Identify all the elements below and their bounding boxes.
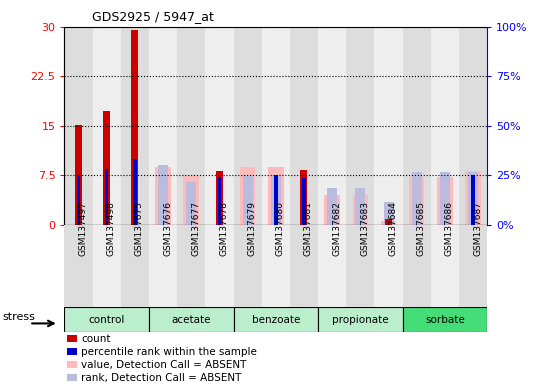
Bar (412, 172, 422, 225)
Bar (67, 374, 77, 381)
Bar (240, 167, 255, 225)
Text: GSM137686: GSM137686 (445, 201, 454, 256)
Text: GSM137682: GSM137682 (332, 201, 341, 256)
Bar (158, 166, 168, 225)
Bar (468, 172, 478, 225)
Bar (149, 27, 177, 225)
Text: benzoate: benzoate (251, 314, 300, 325)
Bar (318, 225, 346, 307)
Text: GDS2925 / 5947_at: GDS2925 / 5947_at (92, 10, 214, 23)
Text: GSM137681: GSM137681 (304, 201, 313, 256)
Bar (472, 175, 475, 225)
Bar (121, 27, 149, 225)
Bar (301, 170, 307, 225)
Bar (77, 175, 80, 225)
Text: sorbate: sorbate (425, 314, 465, 325)
Bar (177, 225, 206, 307)
Text: GSM137676: GSM137676 (163, 201, 172, 256)
Bar (64, 225, 92, 307)
Bar (184, 175, 199, 225)
Bar (121, 225, 149, 307)
Bar (177, 27, 206, 225)
Bar (346, 27, 375, 225)
Bar (353, 195, 368, 225)
Text: stress: stress (3, 312, 36, 322)
Bar (75, 125, 82, 225)
Bar (206, 27, 234, 225)
Bar (234, 225, 262, 307)
Bar (92, 27, 121, 225)
Text: GSM137498: GSM137498 (106, 201, 116, 256)
Text: GSM137497: GSM137497 (78, 201, 87, 256)
Bar (105, 169, 109, 225)
Bar (133, 159, 137, 225)
Bar (346, 225, 375, 307)
Bar (375, 27, 403, 225)
Bar (234, 307, 318, 332)
Bar (327, 189, 337, 225)
Bar (290, 225, 318, 307)
Bar (271, 175, 281, 225)
Bar (64, 307, 149, 332)
Text: propionate: propionate (332, 314, 389, 325)
Text: GSM137685: GSM137685 (417, 201, 426, 256)
Text: percentile rank within the sample: percentile rank within the sample (81, 347, 257, 357)
Bar (318, 27, 346, 225)
Bar (302, 179, 306, 225)
Text: GSM137684: GSM137684 (389, 201, 398, 256)
Bar (431, 27, 459, 225)
Text: rank, Detection Call = ABSENT: rank, Detection Call = ABSENT (81, 372, 242, 382)
Bar (206, 225, 234, 307)
Bar (403, 225, 431, 307)
Bar (440, 172, 450, 225)
Bar (385, 219, 392, 225)
Bar (218, 177, 221, 225)
Text: acetate: acetate (171, 314, 211, 325)
Bar (409, 177, 424, 225)
Text: GSM137683: GSM137683 (360, 201, 370, 256)
Bar (274, 175, 278, 225)
Bar (465, 170, 481, 225)
Bar (459, 225, 487, 307)
Bar (186, 182, 196, 225)
Bar (216, 170, 223, 225)
Bar (242, 175, 253, 225)
Bar (403, 27, 431, 225)
Bar (262, 225, 290, 307)
Bar (324, 195, 340, 225)
Text: GSM137675: GSM137675 (135, 201, 144, 256)
Text: GSM137678: GSM137678 (220, 201, 228, 256)
Bar (318, 307, 403, 332)
Bar (262, 27, 290, 225)
Bar (375, 225, 403, 307)
Bar (103, 111, 110, 225)
Bar (67, 335, 77, 342)
Bar (459, 27, 487, 225)
Bar (132, 30, 138, 225)
Bar (356, 189, 365, 225)
Bar (384, 202, 394, 225)
Bar (67, 348, 77, 355)
Bar (67, 361, 77, 368)
Text: count: count (81, 334, 111, 344)
Bar (155, 167, 171, 225)
Bar (64, 27, 92, 225)
Text: control: control (88, 314, 125, 325)
Bar (234, 27, 262, 225)
Bar (92, 225, 121, 307)
Text: value, Detection Call = ABSENT: value, Detection Call = ABSENT (81, 359, 247, 369)
Bar (290, 27, 318, 225)
Text: GSM137677: GSM137677 (192, 201, 200, 256)
Bar (403, 307, 487, 332)
Text: GSM137679: GSM137679 (248, 201, 256, 256)
Bar (149, 307, 234, 332)
Text: GSM137680: GSM137680 (276, 201, 285, 256)
Bar (149, 225, 177, 307)
Text: GSM137687: GSM137687 (473, 201, 482, 256)
Bar (268, 167, 283, 225)
Bar (437, 177, 452, 225)
Bar (381, 221, 396, 225)
Bar (431, 225, 459, 307)
